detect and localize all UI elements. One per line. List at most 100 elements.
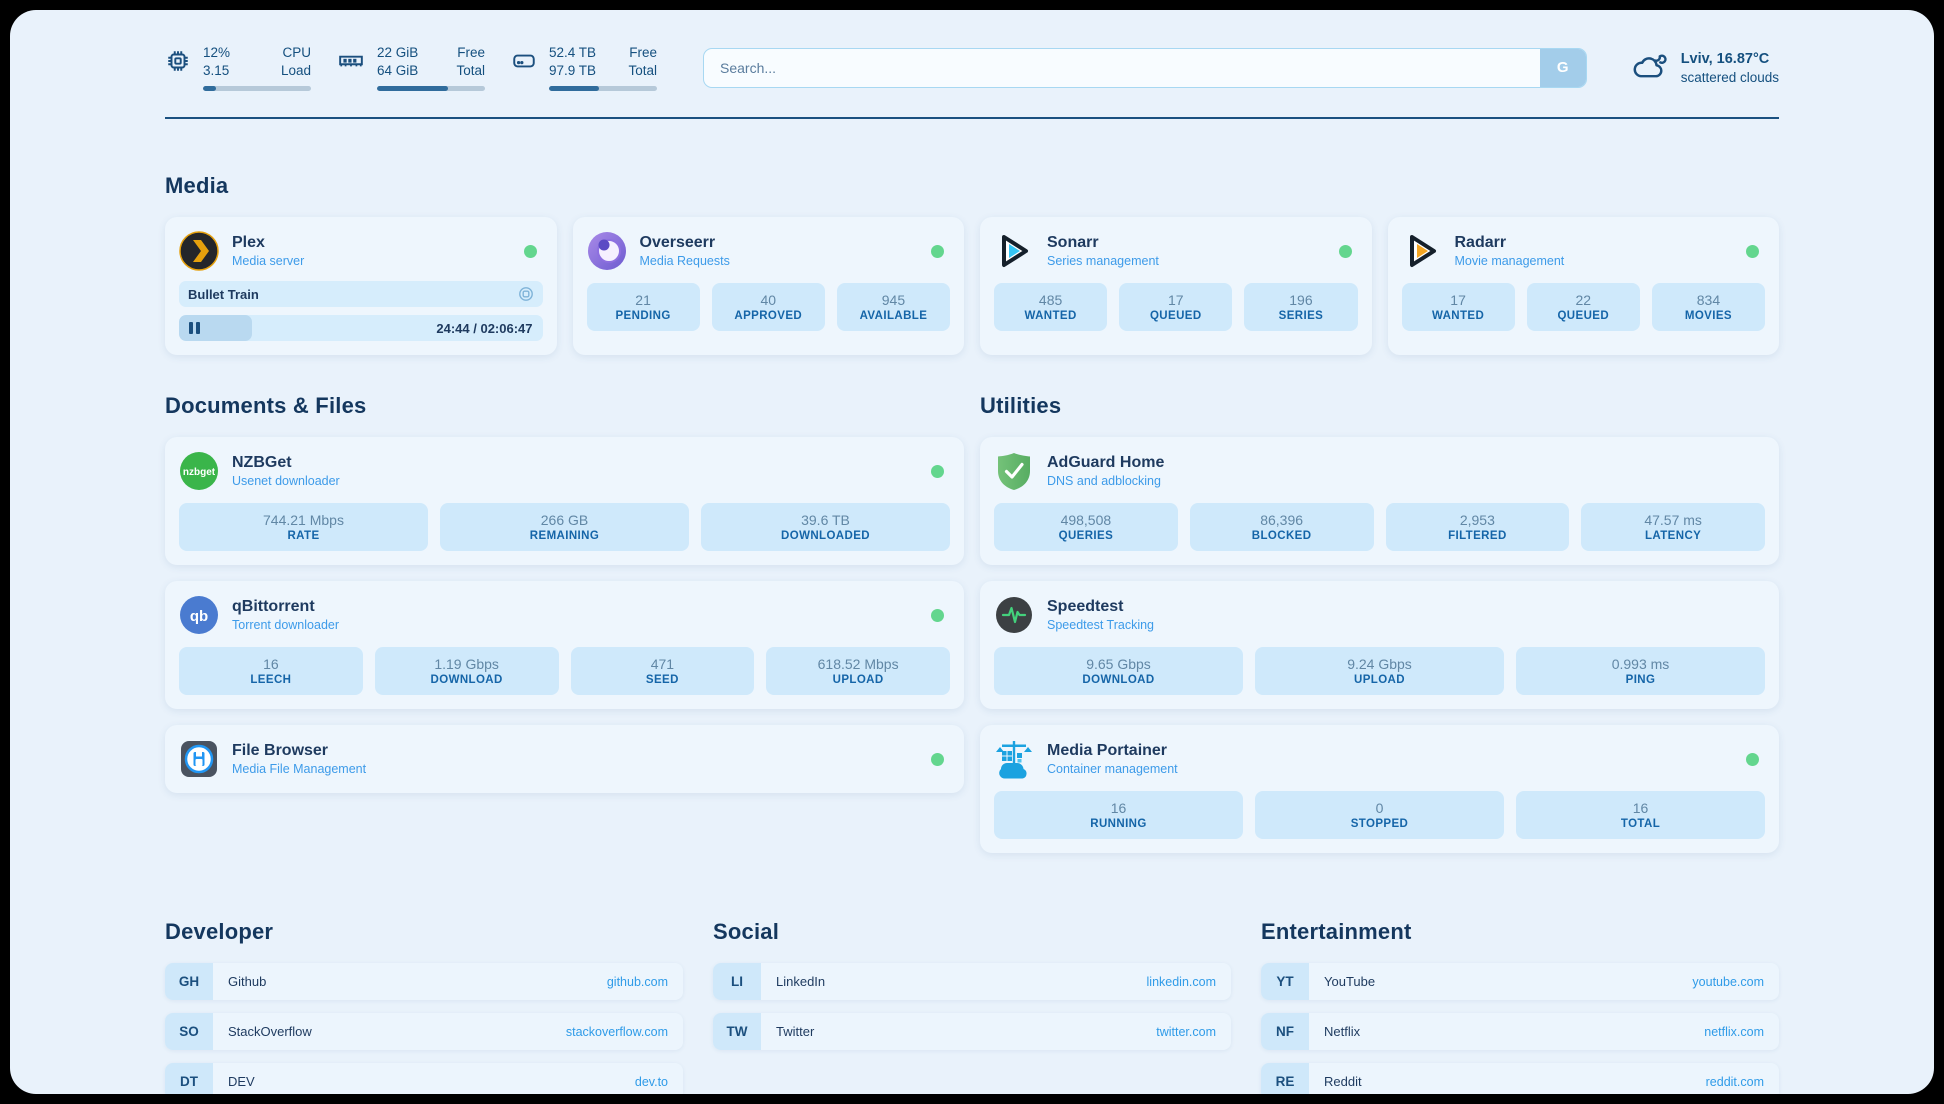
disk-icon	[511, 48, 537, 74]
portainer-card[interactable]: Media Portainer Container management 16 …	[980, 725, 1779, 854]
speedtest-card[interactable]: Speedtest Speedtest Tracking 9.65 Gbps D…	[980, 581, 1779, 710]
disk-widget: 52.4 TB 97.9 TB Free Total	[511, 44, 657, 92]
section-media: Media Plex Media server	[165, 173, 1779, 356]
app-name: File Browser	[232, 742, 329, 760]
link-twitter[interactable]: TW Twitter twitter.com	[713, 1013, 1231, 1051]
stat-box: 498,508 QUERIES	[994, 503, 1178, 552]
ram-total-label: Total	[456, 63, 485, 79]
nzbget-card[interactable]: nzbget NZBGet Usenet downloader 744.21 M…	[165, 437, 964, 566]
app-subtitle: Movie management	[1454, 254, 1565, 269]
app-subtitle: Media File Management	[232, 762, 367, 777]
stat-label: RATE	[287, 530, 320, 543]
disk-progress-bar	[549, 86, 657, 92]
stat-value: 0	[1375, 800, 1384, 817]
link-name: Reddit	[1324, 1074, 1362, 1090]
stat-value: 86,396	[1260, 512, 1304, 529]
radarr-card[interactable]: Radarr Movie management 17 WANTED 22 QUE…	[1387, 217, 1779, 356]
documents-section-title: Documents & Files	[165, 393, 367, 419]
svg-text:nzbget: nzbget	[183, 467, 216, 478]
weather-condition: scattered clouds	[1680, 70, 1779, 86]
app-name: NZBGet	[232, 454, 292, 472]
cpu-load-label: Load	[280, 63, 311, 79]
disk-free-value: 52.4 TB	[549, 45, 597, 60]
stat-label: DOWNLOADED	[781, 530, 870, 543]
stat-box: 834 MOVIES	[1651, 283, 1766, 332]
stat-label: QUEUED	[1149, 310, 1202, 323]
stat-value: 9.24 Gbps	[1347, 656, 1412, 673]
ram-icon	[337, 48, 365, 74]
stat-value: 471	[650, 656, 675, 673]
app-subtitle: Media Requests	[639, 254, 730, 269]
status-dot	[1746, 244, 1759, 258]
app-name: Plex	[232, 234, 265, 252]
app-name: AdGuard Home	[1047, 454, 1165, 472]
overseerr-card[interactable]: Overseerr Media Requests 21 PENDING 40 A…	[572, 217, 964, 356]
stat-box: 618.52 Mbps UPLOAD	[766, 647, 950, 696]
media-section-title: Media	[165, 173, 229, 199]
section-developer: Developer GH Github github.com SO StackO…	[165, 919, 683, 1094]
stat-label: WANTED	[1431, 310, 1485, 323]
playback-progress[interactable]: 24:44 / 02:06:47	[179, 315, 543, 342]
ram-progress-bar	[377, 86, 485, 92]
stat-box: 17 QUEUED	[1119, 283, 1233, 332]
stat-value: 21	[635, 292, 651, 309]
sonarr-card[interactable]: Sonarr Series management 485 WANTED 17 Q…	[980, 217, 1372, 356]
link-dev[interactable]: DT DEV dev.to	[165, 1063, 683, 1094]
link-name: DEV	[228, 1074, 255, 1090]
stat-value: 16	[1110, 800, 1127, 817]
adguard-card[interactable]: AdGuard Home DNS and adblocking 498,508 …	[980, 437, 1779, 566]
stat-label: SEED	[645, 674, 679, 687]
link-stackoverflow[interactable]: SO StackOverflow stackoverflow.com	[165, 1013, 683, 1051]
cpu-icon	[165, 48, 191, 74]
link-github[interactable]: GH Github github.com	[165, 963, 683, 1001]
link-abbr: RE	[1261, 1063, 1309, 1094]
link-reddit[interactable]: RE Reddit reddit.com	[1261, 1063, 1779, 1094]
stat-box: 22 QUEUED	[1526, 283, 1640, 332]
status-dot	[1338, 244, 1352, 258]
link-netflix[interactable]: NF Netflix netflix.com	[1261, 1013, 1779, 1051]
stat-box: 1.19 Gbps DOWNLOAD	[374, 647, 559, 696]
app-name: Overseerr	[639, 234, 716, 252]
stat-label: UPLOAD	[832, 674, 884, 687]
stat-value: 17	[1450, 292, 1466, 309]
ram-free-label: Free	[457, 45, 485, 60]
stat-value: 834	[1696, 292, 1721, 309]
status-dot	[931, 752, 944, 766]
portainer-icon	[994, 739, 1034, 779]
filebrowser-card[interactable]: File Browser Media File Management	[165, 725, 964, 794]
search-engine-button[interactable]: G	[1539, 48, 1586, 87]
playback-time: 24:44 / 02:06:47	[436, 320, 533, 336]
stat-label: STOPPED	[1350, 818, 1409, 831]
stat-box: 16 LEECH	[179, 647, 363, 696]
pause-icon[interactable]	[189, 322, 200, 335]
entertainment-section-title: Entertainment	[1261, 919, 1412, 945]
link-url: youtube.com	[1692, 974, 1764, 989]
link-youtube[interactable]: YT YouTube youtube.com	[1261, 963, 1779, 1001]
stat-label: QUERIES	[1058, 530, 1114, 543]
qbittorrent-card[interactable]: qb qBittorrent Torrent downloader 16 LEE…	[165, 581, 964, 710]
stat-value: 0.993 ms	[1611, 656, 1670, 673]
cpu-widget: 12% 3.15 CPU Load	[165, 44, 311, 92]
ram-widget: 22 GiB 64 GiB Free Total	[337, 44, 485, 92]
section-entertainment: Entertainment YT YouTube youtube.com NF …	[1261, 919, 1779, 1094]
stat-label: RUNNING	[1090, 818, 1147, 831]
ram-free-value: 22 GiB	[377, 45, 419, 60]
plex-card[interactable]: Plex Media server Bullet Train	[165, 217, 557, 356]
stat-label: LATENCY	[1644, 530, 1702, 543]
filebrowser-icon	[179, 739, 219, 779]
stat-box: 86,396 BLOCKED	[1189, 503, 1374, 552]
developer-section-title: Developer	[165, 919, 274, 945]
stat-label: SERIES	[1278, 310, 1324, 323]
stat-label: AVAILABLE	[859, 310, 928, 323]
utilities-section-title: Utilities	[980, 393, 1062, 419]
dashboard: 12% 3.15 CPU Load	[10, 10, 1934, 1094]
link-url: twitter.com	[1156, 1024, 1216, 1039]
app-subtitle: Usenet downloader	[232, 474, 340, 489]
link-abbr: DT	[165, 1063, 213, 1094]
link-linkedin[interactable]: LI LinkedIn linkedin.com	[713, 963, 1231, 1001]
link-url: netflix.com	[1704, 1024, 1764, 1039]
stat-value: 485	[1038, 292, 1063, 309]
search-input[interactable]	[704, 48, 1540, 87]
stat-label: DOWNLOAD	[430, 674, 503, 687]
stat-box: 0.993 ms PING	[1516, 647, 1765, 696]
